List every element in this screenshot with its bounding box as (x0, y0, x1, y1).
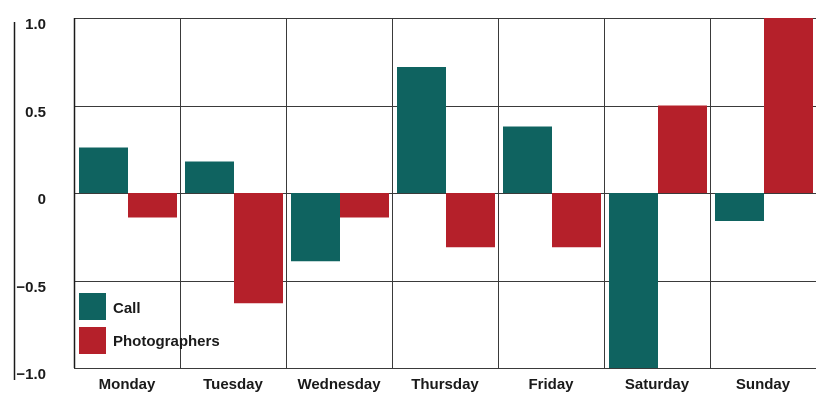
bar-photographers-sunday (764, 18, 813, 193)
bar-call-friday (503, 126, 552, 193)
grid (74, 18, 816, 369)
bar-photographers-friday (552, 193, 601, 248)
legend-label-photographers: Photographers (113, 333, 220, 350)
bar-call-wednesday (291, 193, 340, 262)
bar-photographers-tuesday (234, 193, 283, 304)
bar-call-saturday (609, 193, 658, 368)
bar-photographers-saturday (658, 105, 707, 193)
y-tick-label: −1.0 (16, 366, 46, 383)
bars (79, 18, 813, 368)
bar-call-thursday (397, 67, 446, 193)
bar-call-sunday (715, 193, 764, 221)
legend: Call Photographers (79, 293, 220, 354)
x-tick-label: Thursday (411, 376, 479, 393)
x-axis-ticks: Monday Tuesday Wednesday Thursday Friday Satu… (99, 376, 791, 393)
axes (13, 18, 76, 380)
bar-photographers-wednesday (340, 193, 389, 218)
y-tick-label: 0.5 (25, 104, 46, 121)
legend-swatch-photographers (79, 327, 106, 354)
bar-call-tuesday (185, 161, 234, 193)
bar-photographers-monday (128, 193, 177, 218)
x-tick-label: Monday (99, 376, 156, 393)
y-tick-label: 1.0 (25, 16, 46, 33)
y-tick-label: −0.5 (16, 279, 46, 296)
legend-swatch-call (79, 293, 106, 320)
bar-call-monday (79, 147, 128, 193)
y-axis-ticks: 1.0 0.5 0 −0.5 −1.0 (16, 16, 46, 383)
x-tick-label: Tuesday (203, 376, 263, 393)
y-tick-label: 0 (38, 191, 46, 208)
x-tick-label: Wednesday (297, 376, 381, 393)
bar-photographers-thursday (446, 193, 495, 248)
x-tick-label: Friday (528, 376, 574, 393)
legend-label-call: Call (113, 300, 141, 317)
x-tick-label: Sunday (736, 376, 791, 393)
x-tick-label: Saturday (625, 376, 690, 393)
